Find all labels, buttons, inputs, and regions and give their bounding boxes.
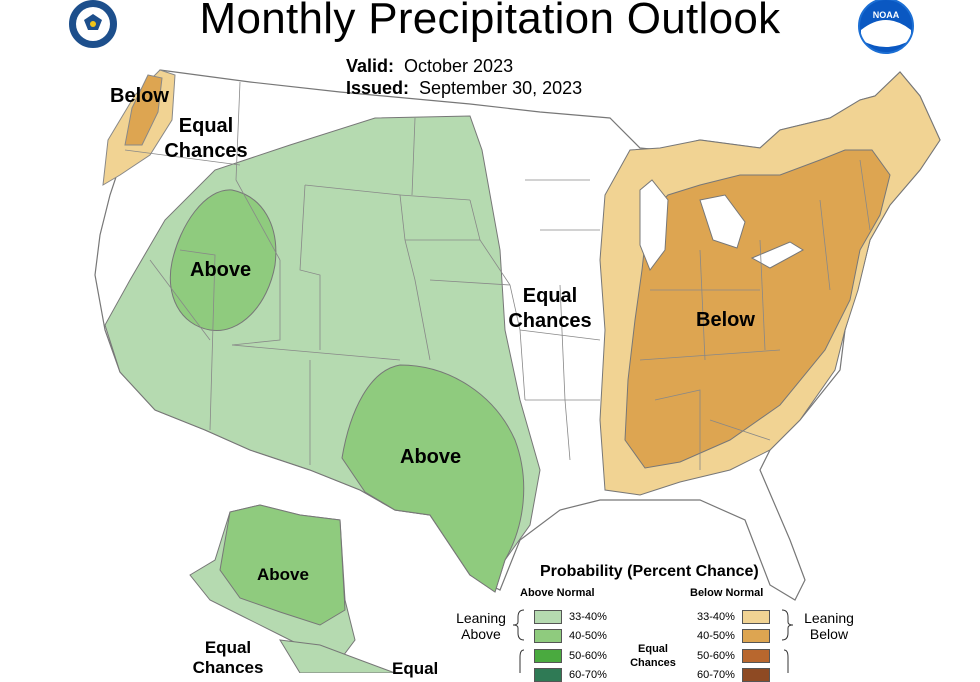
legend-leaning-above: Leaning Above (450, 610, 512, 642)
leaning-below-line2: Below (809, 626, 849, 642)
swatch-above-50-60 (534, 649, 562, 663)
alaska-panhandle (279, 639, 396, 673)
above-row-4: 60-70% (569, 669, 607, 681)
below-row-1: 33-40% (697, 611, 735, 623)
valid-label: Valid: (346, 56, 395, 76)
center-equal-label: Equal Chances (500, 284, 600, 334)
swatch-above-33-40 (534, 610, 562, 624)
above-row-3: 50-60% (569, 650, 607, 662)
texas-above-medium (341, 364, 525, 593)
swatch-below-60-70 (742, 668, 770, 682)
page-title: Monthly Precipitation Outlook (199, 0, 781, 43)
nw-equal-label: Equal Chances (158, 114, 254, 164)
below-row-2: 40-50% (697, 630, 735, 642)
leaning-above-line2: Above (461, 626, 501, 642)
legend-title: Probability (Percent Chance) (540, 563, 759, 580)
alaska-equal-line1: Equal (204, 638, 252, 657)
bottom-equal-label: Equal (392, 659, 439, 678)
alaska-equal-line2: Chances (192, 658, 264, 677)
alaska-above-label: Above (257, 565, 309, 584)
lake-huron-top (699, 194, 746, 249)
swatch-below-50-60 (742, 649, 770, 663)
swatch-below-33-40 (742, 610, 770, 624)
valid-line: Valid: October 2023 (346, 56, 513, 77)
below-row-4: 60-70% (697, 669, 735, 681)
west-above-label: Above (190, 259, 252, 281)
swatch-above-40-50 (534, 629, 562, 643)
swatch-below-40-50 (742, 629, 770, 643)
alaska-medium (219, 504, 346, 626)
swatch-above-60-70 (534, 668, 562, 682)
east-below-medium (624, 149, 891, 469)
likely-above-brace (519, 649, 525, 673)
alaska-equal-label: Equal Chances (188, 638, 268, 678)
nw-equal-line2: Chances (164, 140, 248, 162)
leaning-below-line1: Leaning (804, 610, 854, 626)
lake-michigan-top (639, 179, 669, 272)
equal-line2: Chances (630, 657, 676, 669)
below-row-3: 50-60% (697, 650, 735, 662)
above-row-1: 33-40% (569, 611, 607, 623)
issued-label: Issued: (346, 78, 410, 98)
likely-below-brace (783, 649, 789, 673)
legend-leaning-below: Leaning Below (798, 610, 860, 642)
nw-below-label: Below (110, 85, 169, 107)
valid-value: October 2023 (404, 56, 514, 76)
center-equal-line2: Chances (508, 310, 592, 332)
svg-text:NOAA: NOAA (873, 10, 900, 20)
legend-equal-chances: Equal Chances (622, 642, 684, 670)
state-boundaries (124, 81, 871, 470)
legend-below-header: Below Normal (690, 587, 764, 599)
legend-above-header: Above Normal (520, 587, 595, 599)
leaning-above-brace (512, 609, 525, 641)
leaning-below-brace (781, 609, 794, 641)
commerce-seal-icon (67, 0, 119, 50)
center-equal-line1: Equal (522, 285, 578, 307)
nw-below-medium (124, 74, 163, 146)
east-below-label: Below (696, 309, 755, 331)
equal-line1: Equal (638, 643, 668, 655)
issued-line: Issued: September 30, 2023 (346, 78, 582, 99)
nw-equal-line1: Equal (178, 115, 234, 137)
texas-above-label: Above (400, 446, 462, 468)
lake-erie-top (750, 241, 804, 269)
west-above-medium (169, 189, 277, 332)
leaning-above-line1: Leaning (456, 610, 506, 626)
above-row-2: 40-50% (569, 630, 607, 642)
noaa-logo-icon: NOAA (858, 0, 914, 54)
issued-value: September 30, 2023 (419, 78, 583, 98)
